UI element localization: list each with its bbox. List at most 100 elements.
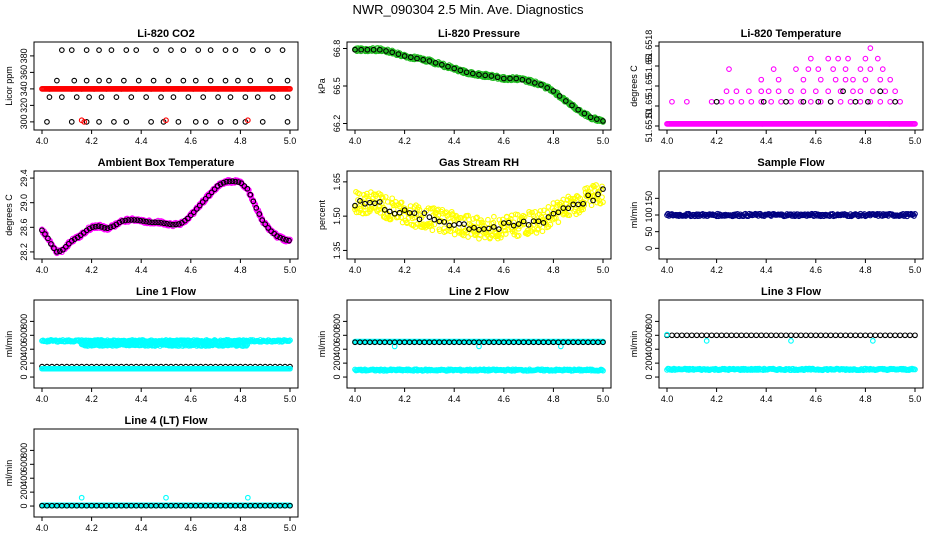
li-820-co2-point bbox=[168, 47, 174, 53]
gas-stream-rh-point bbox=[398, 199, 405, 206]
gas-stream-rh-point bbox=[505, 219, 512, 226]
li-820-temperature-point bbox=[869, 88, 876, 95]
gas-stream-rh-point bbox=[510, 222, 517, 229]
gas-stream-rh-point bbox=[456, 220, 463, 227]
gas-stream-rh-point bbox=[580, 200, 587, 207]
li-820-pressure-point bbox=[401, 53, 408, 59]
li-820-co2-point bbox=[158, 94, 164, 100]
ambient-box-temperature-series-box_temp_avg bbox=[39, 178, 292, 255]
sample-flow-ylabel: ml/min bbox=[629, 202, 639, 229]
line-1-flow-ytick-label: 800 bbox=[19, 314, 29, 329]
li-820-pressure-point bbox=[420, 56, 427, 63]
li-820-co2-xtick-label: 4.2 bbox=[85, 136, 98, 146]
gas-stream-rh-point bbox=[496, 217, 503, 223]
li-820-co2-point bbox=[284, 119, 291, 125]
gas-stream-rh-point bbox=[358, 201, 364, 207]
line-4-lt-flow-marks bbox=[39, 494, 293, 509]
ambient-box-temperature-ytick-label: 28.2 bbox=[19, 243, 29, 261]
panel-line-4-lt-flow: Line 4 (LT) Flow 4.0 4.2 4.4 4.6 4.8 5.0 0 20040… bbox=[4, 415, 299, 533]
gas-stream-rh-point bbox=[477, 225, 483, 232]
gas-stream-rh-point bbox=[565, 205, 572, 212]
li-820-temperature-point bbox=[669, 98, 675, 105]
line-3-flow-point bbox=[867, 332, 874, 339]
li-820-temperature-point bbox=[862, 76, 869, 83]
li-820-co2-point bbox=[175, 119, 182, 125]
li-820-co2-point bbox=[128, 94, 135, 100]
gas-stream-rh-point bbox=[532, 209, 538, 215]
line-3-flow-point bbox=[892, 332, 899, 339]
li-820-pressure-ytick-label: 66.8 bbox=[332, 40, 342, 58]
ambient-box-temperature-point bbox=[235, 179, 242, 185]
gas-stream-rh-point bbox=[487, 234, 494, 241]
gas-stream-rh-point bbox=[457, 214, 464, 221]
li-820-temperature-point bbox=[733, 88, 740, 95]
gas-stream-rh-point bbox=[503, 213, 510, 220]
li-820-temperature-point bbox=[867, 45, 874, 51]
line-3-flow-xtick-label: 5.0 bbox=[909, 394, 922, 404]
li-820-co2-point bbox=[232, 119, 239, 125]
ambient-box-temperature-marks bbox=[39, 177, 293, 257]
sample-flow-xtick-label: 4.2 bbox=[710, 265, 723, 275]
li-820-pressure-point bbox=[407, 54, 414, 61]
line-4-lt-flow-point bbox=[287, 502, 293, 509]
li-820-co2-point bbox=[96, 119, 102, 125]
line-2-flow-ytick-label: 600 bbox=[332, 328, 342, 343]
li-820-temperature-xtick-label: 4.0 bbox=[661, 136, 674, 146]
li-820-pressure-point bbox=[358, 46, 365, 53]
li-820-co2-point bbox=[222, 77, 229, 84]
ambient-box-temperature-point bbox=[199, 199, 206, 205]
li-820-temperature-point bbox=[877, 98, 884, 105]
line-4-lt-flow-ytick-label: 600 bbox=[19, 457, 29, 472]
ambient-box-temperature-point bbox=[274, 233, 280, 239]
li-820-co2-point bbox=[135, 77, 142, 84]
li-820-temperature-marks bbox=[664, 45, 918, 127]
li-820-co2-marks bbox=[39, 47, 293, 125]
li-820-co2-point bbox=[46, 94, 53, 100]
gas-stream-rh-point bbox=[485, 216, 491, 223]
line-4-lt-flow-xtick-label: 4.4 bbox=[135, 523, 148, 533]
ambient-box-temperature-point bbox=[196, 202, 203, 209]
li-820-co2-ytick-label: 300 bbox=[19, 114, 29, 129]
gas-stream-rh-point bbox=[539, 228, 546, 235]
li-820-co2-point bbox=[287, 86, 293, 92]
li-820-co2-point bbox=[180, 47, 187, 53]
li-820-co2-point bbox=[98, 94, 105, 100]
line-3-flow-point bbox=[688, 332, 695, 339]
li-820-co2-point bbox=[54, 77, 60, 84]
gas-stream-rh-point bbox=[494, 235, 501, 242]
gas-stream-rh-point bbox=[426, 220, 433, 227]
li-820-temperature-point bbox=[862, 55, 869, 62]
line-3-flow-point bbox=[908, 366, 914, 373]
line-3-flow-point bbox=[793, 332, 799, 339]
line-4-lt-flow-xtick-label: 4.2 bbox=[85, 523, 98, 533]
li-820-co2-point bbox=[284, 94, 291, 100]
li-820-co2-point bbox=[235, 77, 241, 84]
gas-stream-rh-point bbox=[396, 209, 403, 216]
ambient-box-temperature-point bbox=[217, 181, 224, 188]
li-820-co2-point bbox=[111, 119, 117, 125]
gas-stream-rh-point bbox=[599, 183, 605, 190]
li-820-pressure-point bbox=[575, 106, 582, 113]
li-820-temperature-point bbox=[788, 88, 794, 95]
gas-stream-rh-point bbox=[478, 219, 485, 226]
line-1-flow-title: Line 1 Flow bbox=[136, 286, 196, 298]
li-820-co2-point bbox=[83, 47, 90, 53]
li-820-temperature-ylabel: degrees C bbox=[629, 65, 639, 107]
line-1-flow-xtick-label: 4.0 bbox=[36, 394, 49, 404]
figure-title: NWR_090304 2.5 Min. Ave. Diagnostics bbox=[353, 2, 584, 17]
ambient-box-temperature-point bbox=[45, 235, 51, 242]
sample-flow-xtick-label: 4.4 bbox=[760, 265, 773, 275]
gas-stream-rh-point bbox=[401, 207, 408, 213]
line-3-flow-point bbox=[713, 332, 720, 339]
line-3-flow-point bbox=[788, 332, 794, 339]
ambient-box-temperature-point bbox=[190, 211, 197, 217]
gas-stream-rh-point bbox=[514, 211, 521, 218]
ambient-box-temperature-point bbox=[277, 234, 283, 241]
li-820-temperature-point bbox=[778, 98, 784, 105]
line-3-flow-xtick-label: 4.2 bbox=[710, 394, 723, 404]
li-820-temperature-point bbox=[857, 98, 864, 105]
gas-stream-rh-point bbox=[382, 194, 389, 200]
line-4-lt-flow-ytick-label: 200 bbox=[19, 485, 29, 500]
line-3-flow-point bbox=[852, 332, 859, 339]
li-820-temperature-point bbox=[815, 66, 822, 73]
